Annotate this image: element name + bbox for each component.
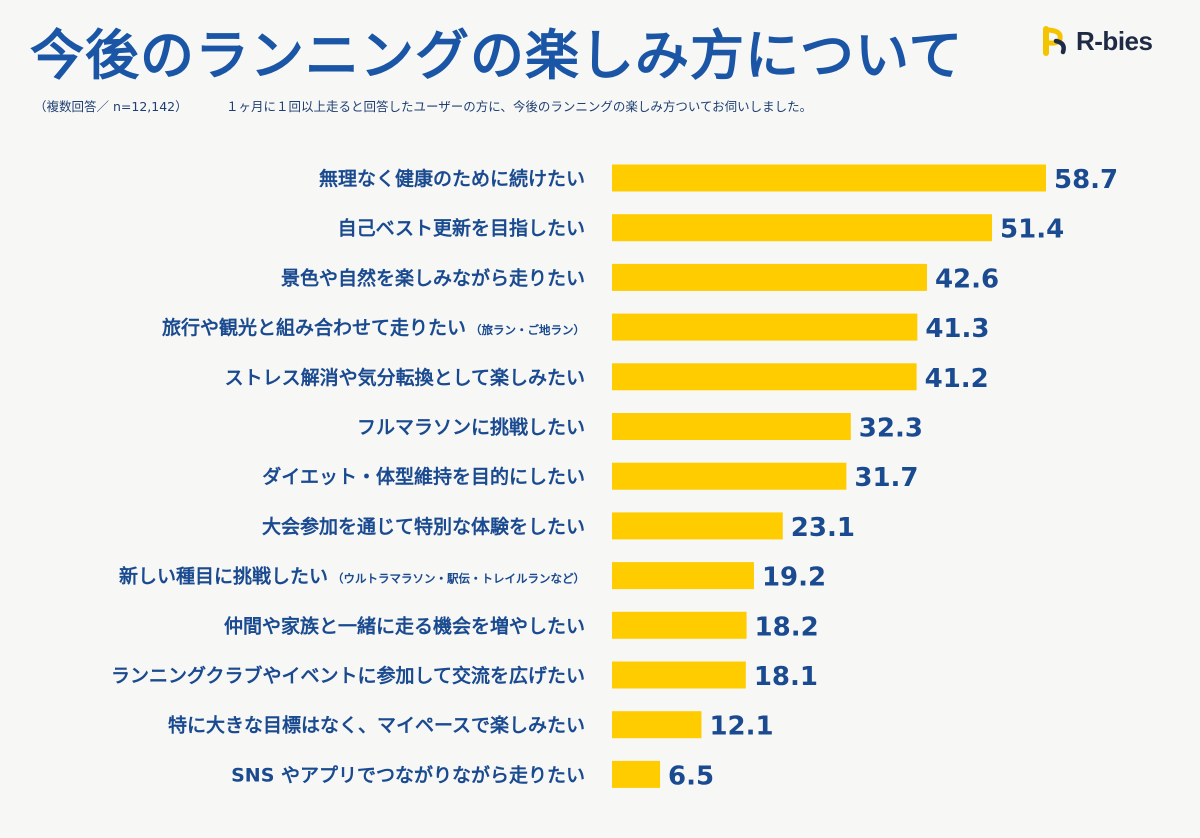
rbies-logo-icon: [1043, 26, 1066, 56]
category-label-2: 自己ベスト更新を目指したい: [338, 217, 585, 240]
value-label-6: 32.3: [859, 414, 923, 444]
bar-3: [612, 263, 927, 291]
page-title: 今後のランニングの楽しみ方について: [30, 24, 964, 87]
bar-2: [612, 214, 993, 242]
bar-4: [612, 313, 918, 341]
category-label-5: ストレス解消や気分転換として楽しみたい: [225, 366, 585, 389]
category-text: 自己ベスト更新を目指したい: [338, 217, 585, 240]
category-text: 新しい種目に挑戦したい: [119, 565, 328, 588]
bar-9: [612, 562, 754, 590]
bar-1: [612, 164, 1046, 192]
category-text: ダイエット・体型維持を目的にしたい: [262, 465, 585, 488]
category-label-1: 無理なく健康のために続けたい: [319, 167, 585, 190]
value-label-5: 41.2: [925, 364, 989, 394]
category-text: 特に大きな目標はなく、マイペースで楽しみたい: [168, 714, 585, 737]
category-label-3: 景色や自然を楽しみながら走りたい: [281, 266, 585, 289]
category-text: フルマラソンに挑戦したい: [357, 416, 585, 439]
category-label-7: ダイエット・体型維持を目的にしたい: [262, 465, 585, 488]
value-label-13: 6.5: [668, 761, 714, 791]
brand-logo: R-bies: [1042, 26, 1172, 56]
sample-note: （複数回答／ n=12,142）: [34, 99, 188, 114]
category-text: 仲間や家族と一緒に走る機会を増やしたい: [224, 614, 585, 637]
category-text: 旅行や観光と組み合わせて走りたい: [162, 316, 466, 339]
category-text: 無理なく健康のために続けたい: [319, 167, 585, 190]
category-label-9: 新しい種目に挑戦したい （ウルトラマラソン・駅伝・トレイルランなど）: [119, 565, 585, 588]
category-label-6: フルマラソンに挑戦したい: [357, 416, 585, 439]
category-label-11: ランニングクラブやイベントに参加して交流を広げたい: [111, 664, 585, 687]
value-label-3: 42.6: [935, 264, 999, 294]
category-text: ランニングクラブやイベントに参加して交流を広げたい: [111, 664, 585, 687]
bar-13: [612, 760, 661, 788]
value-label-7: 31.7: [854, 463, 918, 493]
logo-text: R-bies: [1076, 25, 1153, 56]
value-label-4: 41.3: [925, 314, 989, 344]
survey-description: １ヶ月に１回以上走ると回答したユーザーの方に、今後のランニングの楽しみ方ついてお…: [226, 99, 813, 114]
value-label-8: 23.1: [791, 513, 855, 543]
bar-10: [612, 611, 747, 639]
value-label-1: 58.7: [1054, 165, 1118, 195]
bar-11: [612, 661, 746, 689]
category-text: 景色や自然を楽しみながら走りたい: [281, 266, 585, 289]
category-label-13: SNS やアプリでつながりながら走りたい: [231, 763, 585, 786]
category-text: 大会参加を通じて特別な体験をしたい: [262, 515, 585, 538]
category-note: （ウルトラマラソン・駅伝・トレイルランなど）: [332, 572, 585, 586]
bar-12: [612, 711, 702, 739]
category-label-10: 仲間や家族と一緒に走る機会を増やしたい: [224, 614, 585, 637]
value-label-11: 18.1: [754, 662, 818, 692]
bar-8: [612, 512, 783, 540]
bar-6: [612, 413, 851, 440]
value-label-10: 18.2: [755, 612, 819, 642]
category-label-12: 特に大きな目標はなく、マイペースで楽しみたい: [168, 714, 585, 737]
category-label-4: 旅行や観光と組み合わせて走りたい （旅ラン・ご地ラン）: [162, 316, 585, 339]
category-text: ストレス解消や気分転換として楽しみたい: [225, 366, 585, 389]
category-label-8: 大会参加を通じて特別な体験をしたい: [262, 515, 585, 538]
category-text: SNS やアプリでつながりながら走りたい: [231, 763, 585, 786]
bar-5: [612, 363, 917, 391]
value-label-12: 12.1: [709, 712, 773, 742]
value-label-9: 19.2: [762, 563, 826, 593]
value-label-2: 51.4: [1000, 215, 1064, 245]
bar-7: [612, 462, 847, 490]
category-note: （旅ラン・ご地ラン）: [470, 323, 585, 337]
